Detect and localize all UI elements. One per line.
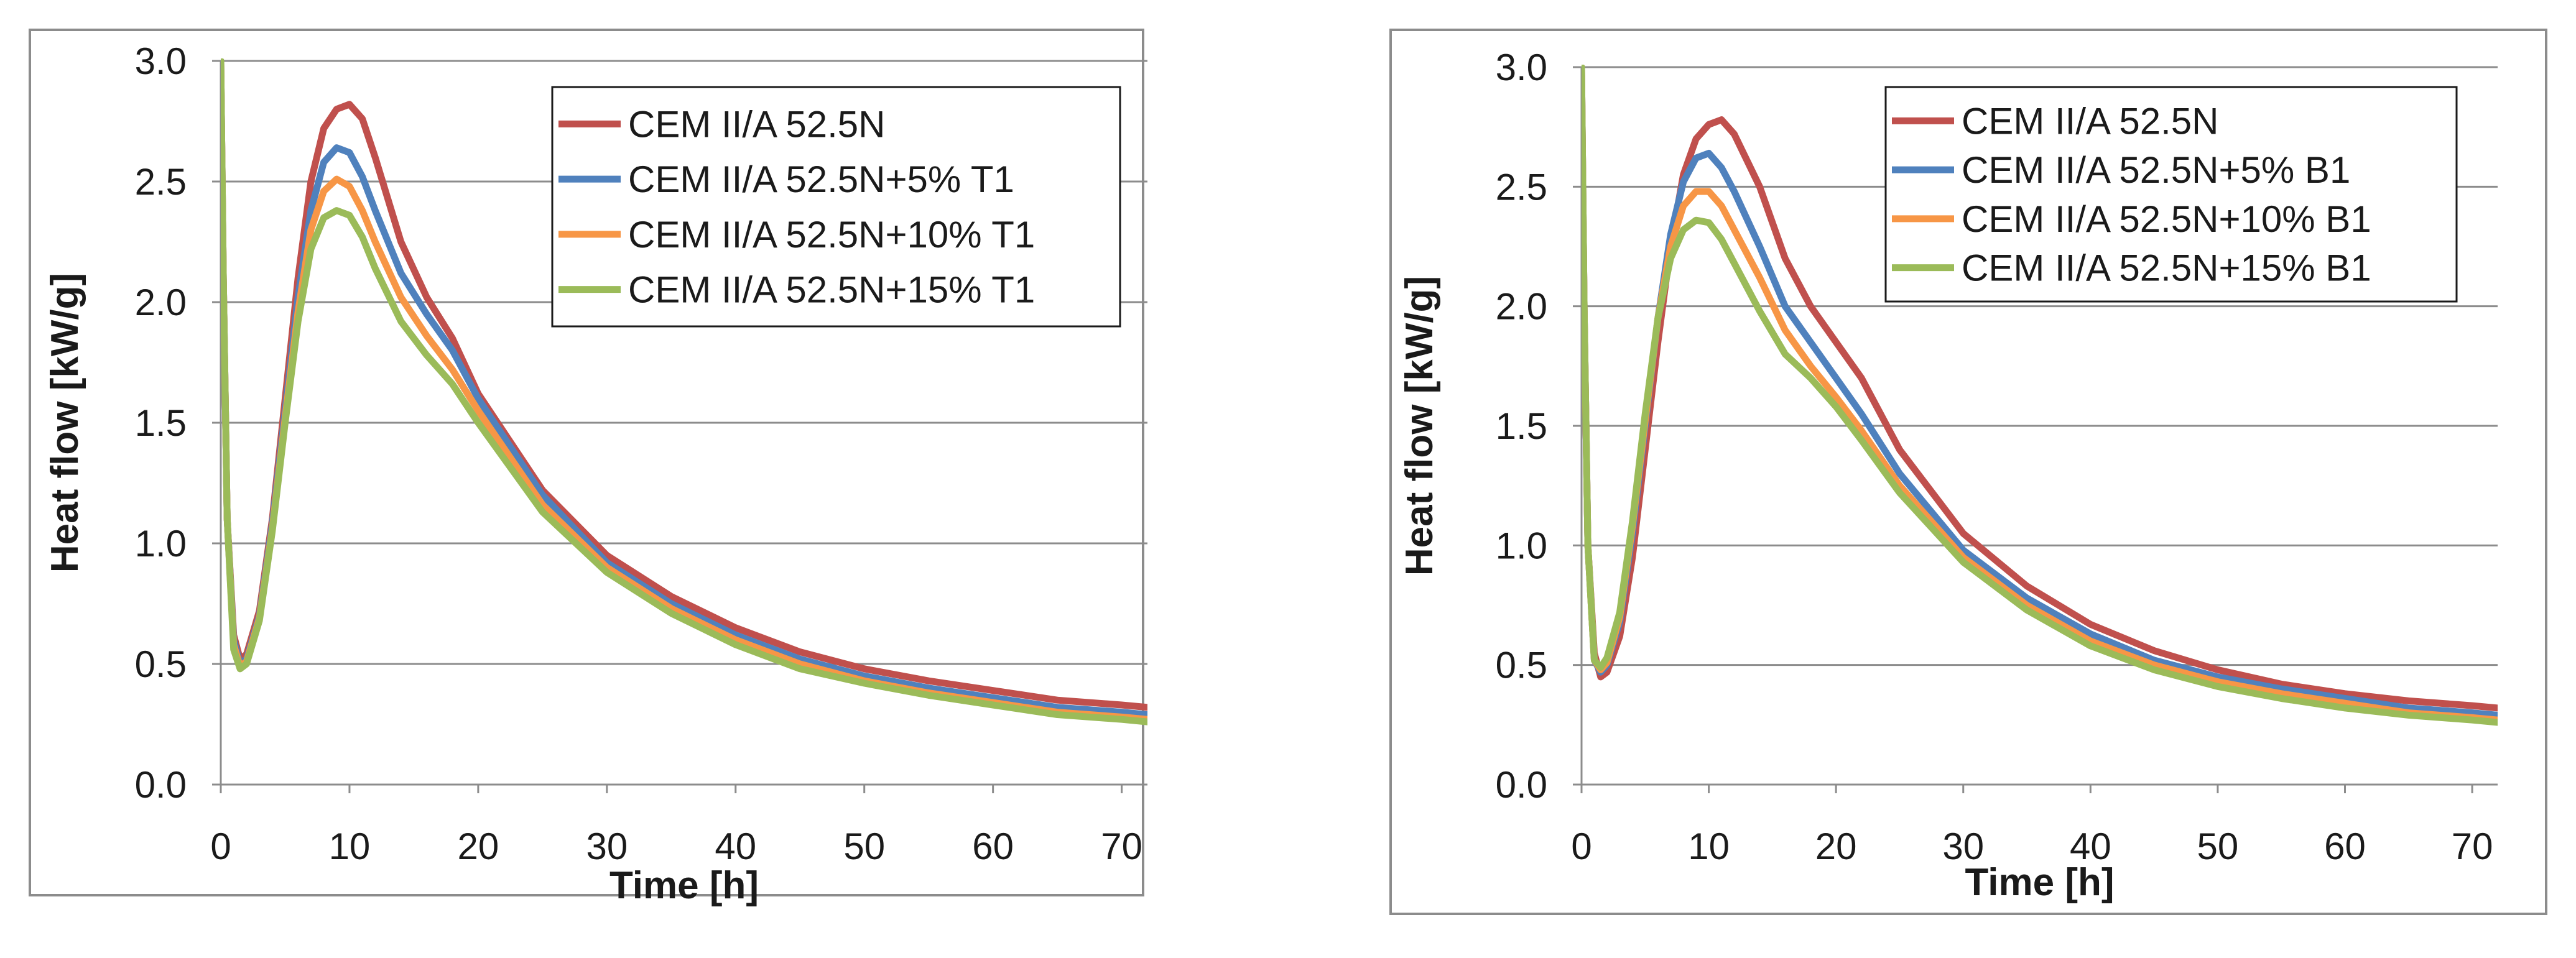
y-tick-label: 0.0 [1496, 764, 1547, 806]
x-tick-label: 20 [1815, 826, 1857, 867]
y-tick-label: 2.5 [1496, 166, 1547, 208]
y-axis-title: Heat flow [kW/g] [44, 273, 86, 573]
y-tick-label: 0.0 [135, 764, 187, 806]
series-line-4 [1582, 65, 2498, 726]
x-tick-label: 0 [210, 826, 231, 867]
x-tick-label: 10 [329, 826, 371, 867]
x-tick-label: 60 [2324, 826, 2366, 867]
x-tick-label: 70 [2452, 826, 2493, 867]
x-tick-label: 50 [2197, 826, 2239, 867]
x-axis-title: Time [h] [609, 864, 759, 907]
y-tick-label: 2.0 [1496, 286, 1547, 328]
x-tick-label: 40 [2070, 826, 2111, 867]
y-tick-label: 3.0 [1496, 47, 1547, 88]
y-tick-label: 2.0 [135, 282, 187, 323]
y-tick-label: 0.5 [135, 643, 187, 685]
legend-box [551, 86, 1121, 328]
series-line-4 [221, 58, 1147, 725]
legend-entry-label: CEM II/A 52.5N+10% T1 [628, 214, 1035, 256]
x-tick-label: 10 [1688, 826, 1730, 867]
legend-entry-label: CEM II/A 52.5N+15% T1 [628, 269, 1035, 311]
y-tick-label: 3.0 [135, 40, 187, 82]
legend-entry-label: CEM II/A 52.5N+15% B1 [1962, 247, 2371, 289]
legend-entry-label: CEM II/A 52.5N+10% B1 [1962, 198, 2371, 240]
x-tick-label: 30 [1942, 826, 1984, 867]
x-tick-label: 20 [458, 826, 499, 867]
x-tick-label: 30 [586, 826, 628, 867]
legend-entry-label: CEM II/A 52.5N+5% B1 [1962, 149, 2350, 191]
y-tick-label: 2.5 [135, 161, 187, 203]
y-tick-label: 1.5 [135, 402, 187, 444]
x-axis-title: Time [h] [1965, 861, 2115, 904]
legend-box [1884, 86, 2458, 303]
legend-entry-label: CEM II/A 52.5N+5% T1 [628, 159, 1014, 200]
x-tick-label: 60 [972, 826, 1014, 867]
y-axis-title: Heat flow [kW/g] [1398, 276, 1441, 576]
legend-entry-label: CEM II/A 52.5N [628, 103, 886, 145]
x-tick-label: 70 [1101, 826, 1142, 867]
x-tick-label: 50 [843, 826, 885, 867]
y-tick-label: 1.5 [1496, 405, 1547, 447]
x-tick-label: 0 [1571, 826, 1591, 867]
y-tick-label: 0.5 [1496, 645, 1547, 686]
chart-1: 0.0 0.5 1.0 1.5 2.0 2.5 3.0 0 10 20 30 40 50 60 70 Time… [29, 29, 1147, 907]
legend-entry-label: CEM II/A 52.5N [1962, 100, 2219, 142]
y-tick-label: 1.0 [1496, 525, 1547, 566]
x-tick-label: 40 [715, 826, 756, 867]
chart-2: 0.0 0.5 1.0 1.5 2.0 2.5 3.0 0 10 20 30 40 50 60 70 Time… [1389, 29, 2547, 915]
y-tick-label: 1.0 [135, 523, 187, 564]
